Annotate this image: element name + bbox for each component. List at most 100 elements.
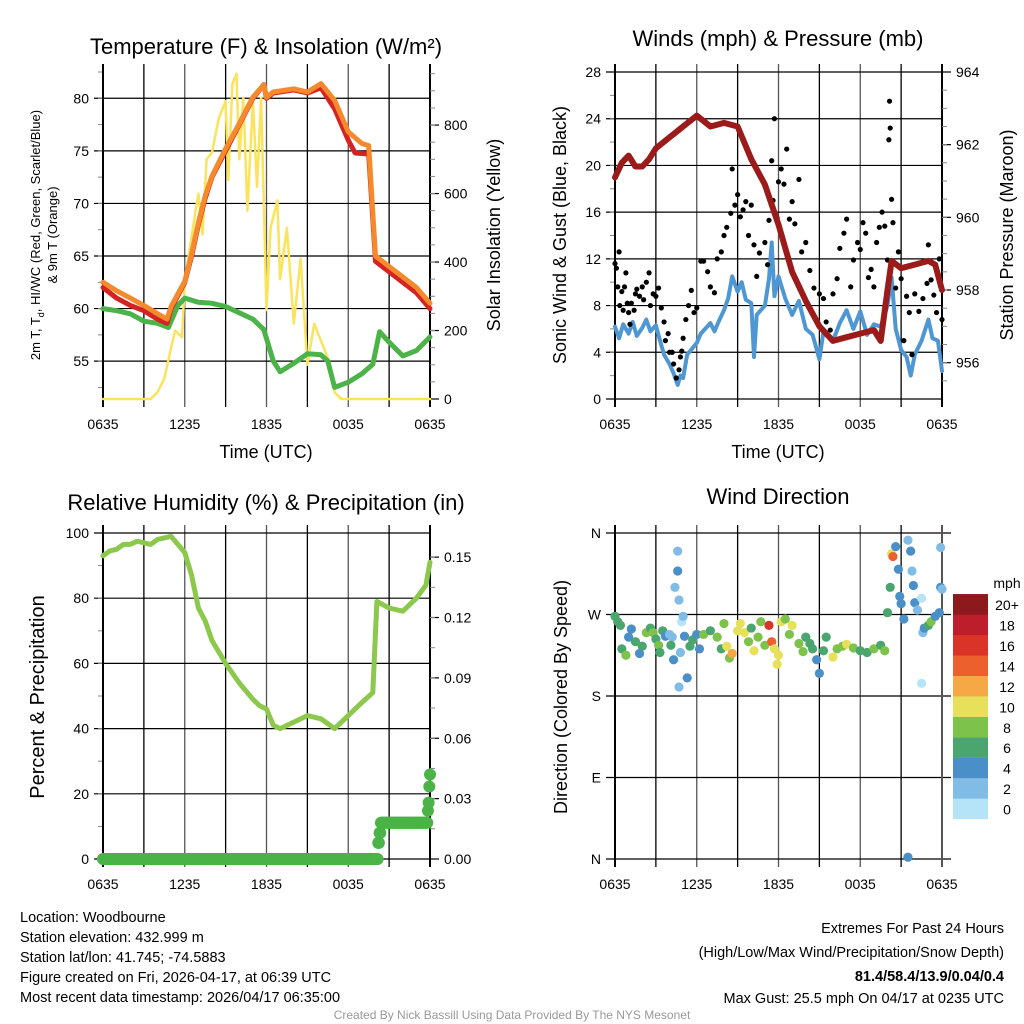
gust-point	[612, 260, 618, 267]
direction-x-tick-label: 0635	[926, 876, 957, 892]
gust-point	[830, 291, 836, 297]
gust-point	[647, 302, 654, 309]
colorbar-label: 4	[1003, 761, 1011, 777]
gust-point	[882, 223, 888, 229]
winds-y-tick-label: 8	[593, 298, 601, 314]
series-2m-t-line	[100, 81, 433, 322]
gust-point	[669, 349, 675, 355]
wind-direction-point	[698, 629, 709, 640]
gust-point	[837, 245, 843, 251]
gust-point	[871, 284, 877, 290]
winds-x-tick-label: 1235	[681, 416, 712, 432]
temperature-y-tick-label: 80	[73, 90, 89, 106]
gust-point	[895, 249, 902, 255]
humidity-y2-tick-label: 0.03	[444, 791, 471, 807]
gust-point	[754, 273, 760, 279]
temperature-y-label: 2m T, Td, HI/WC (Red, Green, Scarlet/Blu…	[28, 110, 46, 360]
gust-point	[705, 269, 711, 275]
wind-direction-point	[916, 593, 927, 603]
temperature-x-tick-label: 0035	[333, 416, 364, 432]
winds-x-tick-label: 1835	[763, 416, 794, 432]
temperature-y2-tick-label: 800	[444, 117, 468, 133]
winds-y-tick-label: 20	[585, 157, 601, 173]
wind-direction-point	[621, 650, 631, 660]
gust-point	[811, 285, 817, 291]
gust-point	[865, 274, 872, 281]
colorbar-label: 6	[1003, 740, 1011, 756]
wind-direction-point	[916, 678, 927, 688]
gust-point	[680, 335, 686, 341]
winds-y2-tick-label: 960	[956, 209, 980, 225]
gust-point	[751, 242, 757, 248]
wind-direction-point	[787, 620, 797, 630]
gust-point	[700, 258, 707, 264]
gust-point	[745, 232, 752, 239]
gust-point	[796, 176, 802, 183]
wind-direction-point	[936, 542, 946, 553]
colorbar-swatch	[953, 737, 988, 758]
humidity-x-tick-label: 0035	[333, 876, 364, 892]
wind-direction-point	[910, 598, 920, 608]
max-gust: Max Gust: 25.5 mph On 04/17 at 0235 UTC	[724, 991, 1004, 1007]
wind-direction-point	[903, 535, 913, 545]
direction-y-label: Direction (Colored By Speed)	[551, 580, 571, 814]
wind-direction-point	[869, 644, 879, 654]
wind-direction-point	[756, 617, 766, 627]
pressure-y-label: Station Pressure (Maroon)	[997, 129, 1017, 340]
relative-humidity-line	[100, 533, 433, 732]
wind-direction-point	[814, 668, 824, 678]
wind-direction-point	[668, 655, 679, 665]
gust-point	[820, 295, 827, 302]
gust-point	[909, 352, 915, 358]
gust-point	[646, 270, 652, 276]
gust-point	[807, 267, 813, 274]
wind-direction-point	[749, 646, 759, 656]
temperature-y-tick-label: 60	[73, 301, 89, 317]
wind-direction-point	[764, 620, 774, 630]
gust-point	[685, 302, 692, 309]
gust-point	[707, 284, 713, 290]
precipitation-point	[423, 780, 436, 793]
gust-point	[721, 232, 727, 239]
wind-direction-point	[821, 632, 831, 642]
temperature-y2-tick-label: 0	[444, 391, 452, 407]
direction-axes: 0635 1235 1835 0035 0635 N E S W N	[588, 525, 958, 892]
winds-y-tick-label: 28	[585, 64, 601, 80]
humidity-y-tick-label: 80	[73, 590, 89, 606]
gust-point	[879, 209, 885, 215]
winds-x-tick-label: 0635	[599, 416, 630, 432]
humidity-x-tick-label: 1235	[169, 876, 200, 892]
temperature-y2-tick-label: 200	[444, 323, 468, 339]
colorbar-swatch	[953, 594, 988, 615]
wind-direction-point	[882, 608, 893, 618]
gust-point	[886, 98, 893, 104]
gust-point	[766, 217, 772, 223]
humidity-y-tick-label: 0	[81, 851, 89, 867]
wind-direction-point	[818, 646, 829, 656]
gust-point	[756, 250, 763, 256]
wind-direction-point	[634, 648, 645, 659]
colorbar-swatch	[953, 675, 988, 697]
precipitation-point	[371, 853, 384, 865]
gust-point	[912, 291, 918, 297]
gust-point	[933, 309, 940, 316]
direction-y-tick-label: N	[591, 525, 601, 541]
gust-point	[626, 309, 632, 316]
wind-direction-point	[727, 648, 737, 659]
winds-axes: 0635 1235 1835 0035 0635 0 4 8 12 16 20 24 28 956 958 9…	[585, 64, 980, 432]
gust-point	[641, 297, 647, 303]
wind-direction-point	[705, 626, 715, 636]
gust-point	[775, 179, 782, 185]
credit-line: Created By Nick Bassill Using Data Provi…	[334, 1008, 691, 1022]
wind-direction-point	[615, 620, 626, 630]
gust-point	[799, 249, 805, 255]
wind-direction-point	[675, 647, 686, 658]
temperature-x-tick-label: 1235	[169, 416, 200, 432]
winds-x-tick-label: 0035	[845, 416, 876, 432]
precipitation-point	[424, 768, 436, 781]
gust-point	[694, 305, 700, 311]
wind-direction-point	[692, 629, 702, 640]
gust-point	[617, 302, 623, 309]
gust-point	[888, 196, 895, 202]
humidity-y2-tick-label: 0.15	[444, 549, 471, 565]
